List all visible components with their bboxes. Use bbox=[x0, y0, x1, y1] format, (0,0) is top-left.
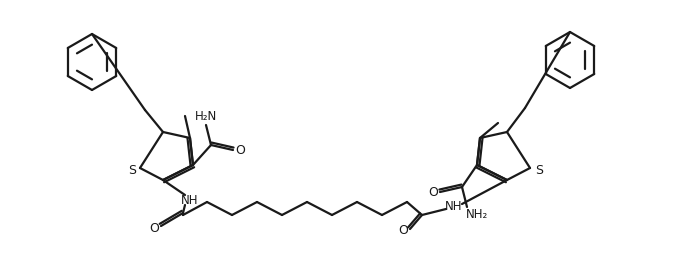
Text: NH₂: NH₂ bbox=[466, 207, 488, 220]
Text: NH: NH bbox=[181, 195, 199, 207]
Text: H₂N: H₂N bbox=[195, 110, 217, 123]
Text: NH: NH bbox=[445, 200, 463, 214]
Text: S: S bbox=[128, 163, 136, 177]
Text: O: O bbox=[398, 225, 408, 237]
Text: O: O bbox=[428, 185, 438, 198]
Text: O: O bbox=[235, 143, 245, 157]
Text: S: S bbox=[535, 163, 543, 177]
Text: O: O bbox=[149, 222, 159, 235]
